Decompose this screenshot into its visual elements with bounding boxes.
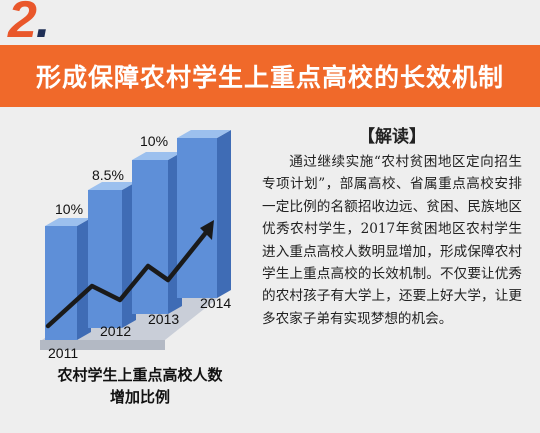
article-body: 通过继续实施“农村贫困地区定向招生专项计划”，部属高校、省属重点高校安排一定比例… [262, 154, 522, 327]
bar-top-2011 [45, 218, 91, 226]
article: 【解读】 通过继续实施“农村贫困地区定向招生专项计划”，部属高校、省属重点高校安… [262, 122, 522, 330]
article-heading: 【解读】 [358, 127, 426, 147]
chart-area: 10% 8.5% 10% 2011 2012 2013 2014 农村学生上重点高校人数 增… [0, 118, 270, 433]
year-label-2012: 2012 [100, 323, 131, 339]
chart-caption: 农村学生上重点高校人数 增加比例 [40, 364, 240, 408]
section-number-digit: 2 [8, 0, 37, 49]
bar-chart: 10% 8.5% 10% 2011 2012 2013 2014 [40, 130, 231, 361]
bar-2014 [177, 138, 217, 298]
bar-top-2014 [177, 130, 231, 138]
bar-top-2013 [132, 152, 182, 160]
bar-side-2014 [217, 130, 231, 298]
chart-caption-line2: 增加比例 [109, 388, 170, 406]
section-number: 2. [8, 0, 50, 49]
trend-arrowhead [200, 220, 214, 240]
trend-line [45, 227, 211, 329]
section-number-dot: . [35, 0, 50, 49]
banner-title: 形成保障农村学生上重点高校的长效机制 [35, 63, 504, 92]
year-label-2011: 2011 [48, 345, 78, 361]
chart-floor-edge [40, 340, 165, 350]
value-label-2013: 10% [140, 133, 168, 149]
bar-2013 [132, 160, 168, 314]
bar-side-2011 [77, 218, 91, 340]
bar-2012 [88, 190, 122, 328]
chart-caption-line1: 农村学生上重点高校人数 [57, 366, 223, 384]
value-label-2012: 8.5% [92, 167, 124, 183]
title-banner: 形成保障农村学生上重点高校的长效机制 [0, 45, 540, 107]
bar-top-2012 [88, 182, 136, 190]
value-label-2011: 10% [55, 201, 83, 217]
year-label-2014: 2014 [200, 295, 231, 311]
year-label-2013: 2013 [148, 311, 179, 327]
